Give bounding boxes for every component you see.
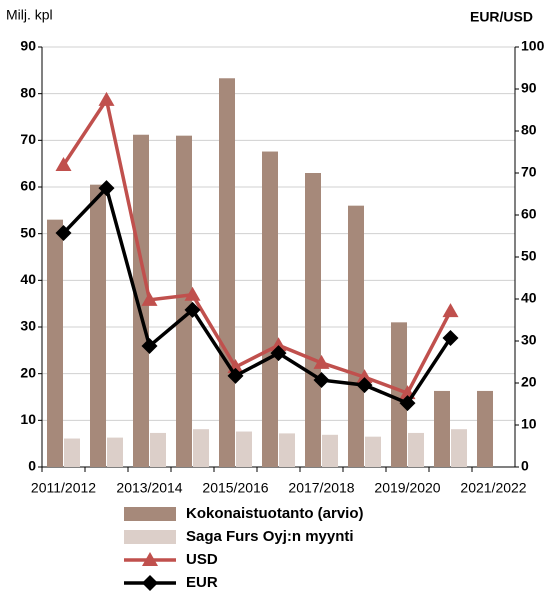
legend-marker — [142, 575, 158, 591]
marker — [55, 157, 72, 172]
y2-tick-label: 60 — [521, 206, 537, 222]
marker — [98, 91, 115, 106]
y2-tick-label: 70 — [521, 164, 537, 180]
legend-label: EUR — [186, 574, 218, 591]
y2-tick-label: 80 — [521, 122, 537, 138]
y-tick-label: 30 — [20, 318, 36, 334]
bar — [262, 151, 278, 468]
marker — [356, 369, 373, 384]
x-tick-label: 2017/2018 — [288, 480, 354, 496]
y-tick-label: 60 — [20, 178, 36, 194]
bar — [107, 437, 123, 467]
bar — [236, 431, 252, 467]
y-tick-label: 80 — [20, 84, 36, 100]
y2-tick-label: 40 — [521, 290, 537, 306]
y2-tick-label: 0 — [521, 458, 529, 474]
y2-tick-label: 100 — [521, 38, 545, 54]
bar — [451, 429, 467, 467]
y2-tick-label: 90 — [521, 80, 537, 96]
marker — [227, 367, 244, 384]
bar — [193, 429, 209, 467]
y-tick-label: 50 — [20, 224, 36, 240]
bar — [305, 173, 321, 467]
y-tick-label: 0 — [28, 458, 36, 474]
y-tick-label: 10 — [20, 411, 36, 427]
bar — [434, 390, 450, 467]
line — [62, 95, 453, 396]
marker — [442, 303, 459, 318]
legend-label: Kokonaistuotanto (arvio) — [186, 505, 364, 522]
y2-tick-label: 50 — [521, 248, 537, 264]
legend-swatch — [124, 530, 176, 544]
x-tick-label: 2013/2014 — [116, 480, 182, 496]
bar — [477, 390, 493, 467]
y2-tick-label: 10 — [521, 416, 537, 432]
legend-swatch — [124, 507, 176, 521]
marker — [55, 225, 72, 242]
legend-label: Saga Furs Oyj:n myynti — [186, 528, 354, 545]
y-tick-label: 20 — [20, 364, 36, 380]
y2-tick-label: 20 — [521, 374, 537, 390]
marker — [270, 337, 287, 352]
x-tick-label: 2019/2020 — [374, 480, 440, 496]
bar — [391, 322, 407, 467]
y-tick-label: 40 — [20, 271, 36, 287]
bar — [176, 135, 192, 467]
y-tick-label: 90 — [20, 38, 36, 54]
bar — [348, 205, 364, 467]
bar — [279, 433, 295, 467]
marker — [356, 377, 373, 394]
marker — [442, 330, 459, 347]
bar — [150, 432, 166, 467]
y-axis-title: Milj. kpl — [6, 7, 53, 23]
y2-axis-title: EUR/USD — [470, 9, 533, 25]
y-tick-label: 70 — [20, 131, 36, 147]
bar — [90, 184, 106, 467]
marker — [141, 291, 158, 306]
marker — [184, 301, 201, 318]
marker — [184, 286, 201, 301]
bar — [365, 436, 381, 467]
bar — [219, 78, 235, 468]
marker — [98, 180, 115, 197]
marker — [141, 338, 158, 355]
bar — [408, 432, 424, 467]
legend-label: USD — [186, 551, 218, 568]
bar — [64, 438, 80, 467]
marker — [313, 354, 330, 369]
y2-tick-label: 30 — [521, 332, 537, 348]
x-tick-label: 2011/2012 — [31, 480, 96, 496]
marker — [313, 372, 330, 389]
line — [62, 184, 452, 406]
x-tick-label: 2015/2016 — [202, 480, 268, 496]
marker — [270, 345, 287, 362]
bar — [322, 434, 338, 467]
legend-marker — [142, 552, 158, 566]
marker — [399, 395, 416, 412]
x-tick-label: 2021/2022 — [460, 480, 526, 496]
bar — [133, 134, 149, 467]
bar — [47, 219, 63, 467]
